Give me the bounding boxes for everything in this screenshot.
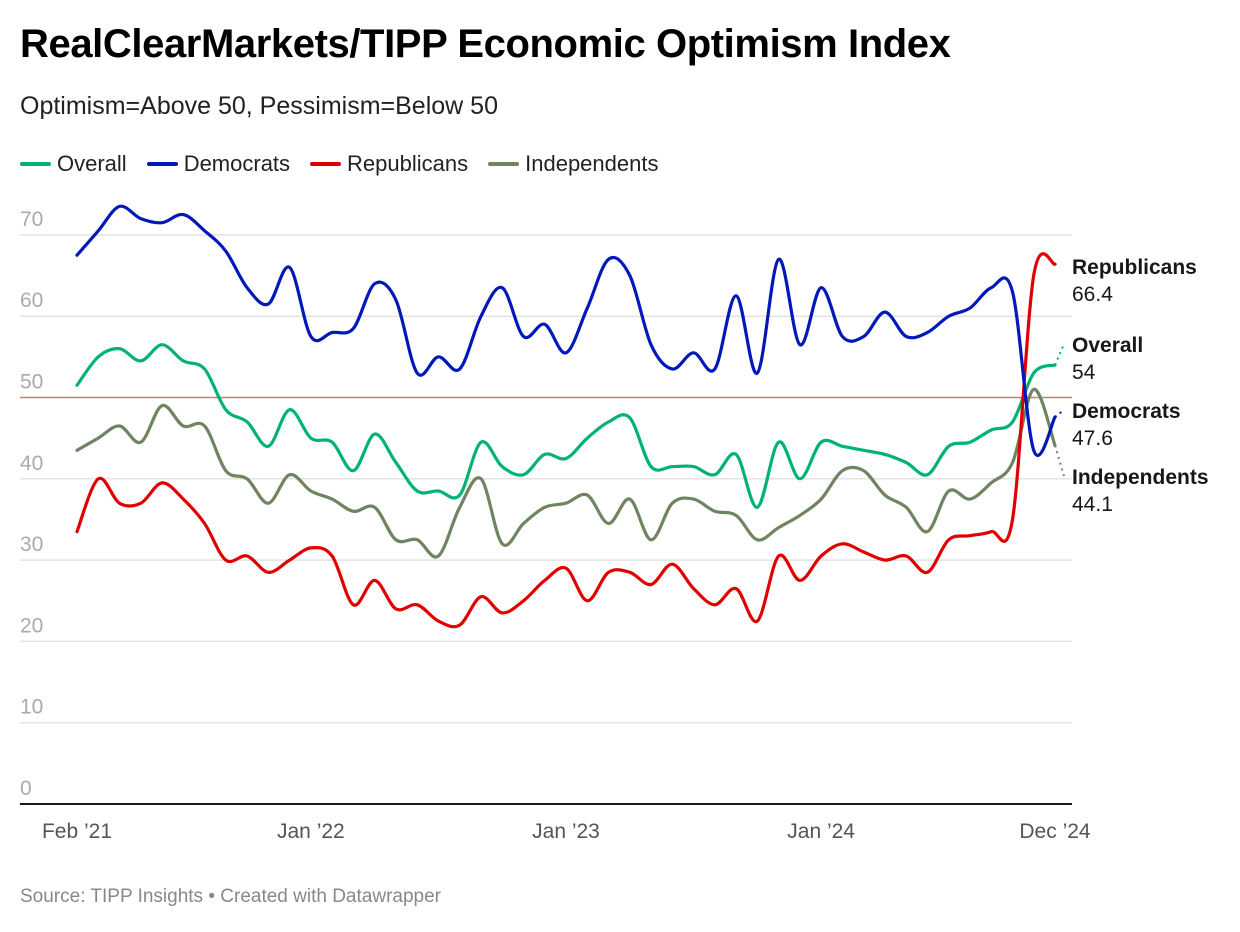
y-tick-label: 60	[20, 289, 43, 312]
end-label-name: Overall	[1072, 334, 1143, 357]
series-independents	[75, 387, 1057, 559]
end-label-connector	[1054, 409, 1065, 418]
end-label-connector	[1054, 445, 1065, 477]
x-tick-label: Jan ’24	[787, 820, 855, 843]
series-line-independents	[75, 387, 1057, 559]
y-tick-label: 20	[20, 614, 43, 637]
chart-subtitle: Optimism=Above 50, Pessimism=Below 50	[20, 92, 498, 120]
legend-swatch-republicans	[310, 162, 342, 166]
legend: Overall Democrats Republicans Independen…	[20, 151, 678, 177]
x-tick-label: Jan ’23	[532, 820, 600, 843]
series-line-democrats	[75, 204, 1057, 457]
end-label-connector	[1054, 343, 1065, 366]
series-republicans	[75, 252, 1057, 629]
legend-swatch-overall	[20, 162, 51, 166]
end-label-value: 54	[1072, 361, 1096, 384]
y-tick-label: 70	[20, 208, 43, 231]
legend-label-democrats: Democrats	[183, 151, 291, 176]
legend-item-republicans: Republicans	[310, 151, 468, 177]
series-overall	[75, 343, 1057, 509]
gridlines	[20, 234, 1072, 805]
source-footer: Source: TIPP Insights • Created with Dat…	[20, 886, 441, 907]
legend-label-republicans: Republicans	[347, 151, 469, 176]
series-democrats	[75, 204, 1057, 457]
legend-swatch-independents	[488, 162, 520, 166]
y-axis-ticks: 0 10 20 30 40 50 60 70	[20, 208, 43, 800]
y-tick-label: 10	[20, 696, 43, 719]
series-line-republicans	[75, 252, 1057, 629]
legend-label-independents: Independents	[525, 151, 659, 176]
end-label-independents: Independents 44.1	[1054, 445, 1209, 516]
x-tick-label: Jan ’22	[277, 820, 345, 843]
x-tick-label: Feb ’21	[42, 820, 112, 843]
legend-label-overall: Overall	[57, 151, 127, 176]
y-tick-label: 30	[20, 533, 43, 556]
legend-item-democrats: Democrats	[146, 151, 291, 177]
end-label-republicans: Republicans 66.4	[1072, 256, 1197, 306]
chart-title: RealClearMarkets/TIPP Economic Optimism …	[20, 22, 951, 66]
end-label-value: 47.6	[1072, 427, 1113, 450]
end-label-name: Republicans	[1072, 256, 1197, 279]
end-label-overall: Overall 54	[1054, 334, 1143, 384]
x-tick-label: Dec ’24	[1019, 820, 1091, 843]
end-labels: Overall 54 Democrats 47.6 Republicans 66.4 Ind…	[1054, 256, 1209, 516]
legend-swatch-democrats	[146, 162, 178, 166]
end-label-name: Democrats	[1072, 400, 1181, 423]
legend-item-independents: Independents	[488, 151, 658, 177]
y-tick-label: 0	[20, 777, 32, 800]
y-tick-label: 50	[20, 371, 43, 394]
end-label-democrats: Democrats 47.6	[1054, 400, 1181, 450]
end-label-value: 44.1	[1072, 493, 1113, 516]
end-label-name: Independents	[1072, 466, 1209, 489]
x-axis-ticks: Feb ’21 Jan ’22 Jan ’23 Jan ’24 Dec ’24	[42, 820, 1091, 843]
legend-item-overall: Overall	[20, 151, 127, 177]
y-tick-label: 40	[20, 452, 43, 475]
end-label-value: 66.4	[1072, 283, 1113, 306]
series-line-overall	[75, 343, 1057, 509]
series-lines	[75, 204, 1057, 629]
